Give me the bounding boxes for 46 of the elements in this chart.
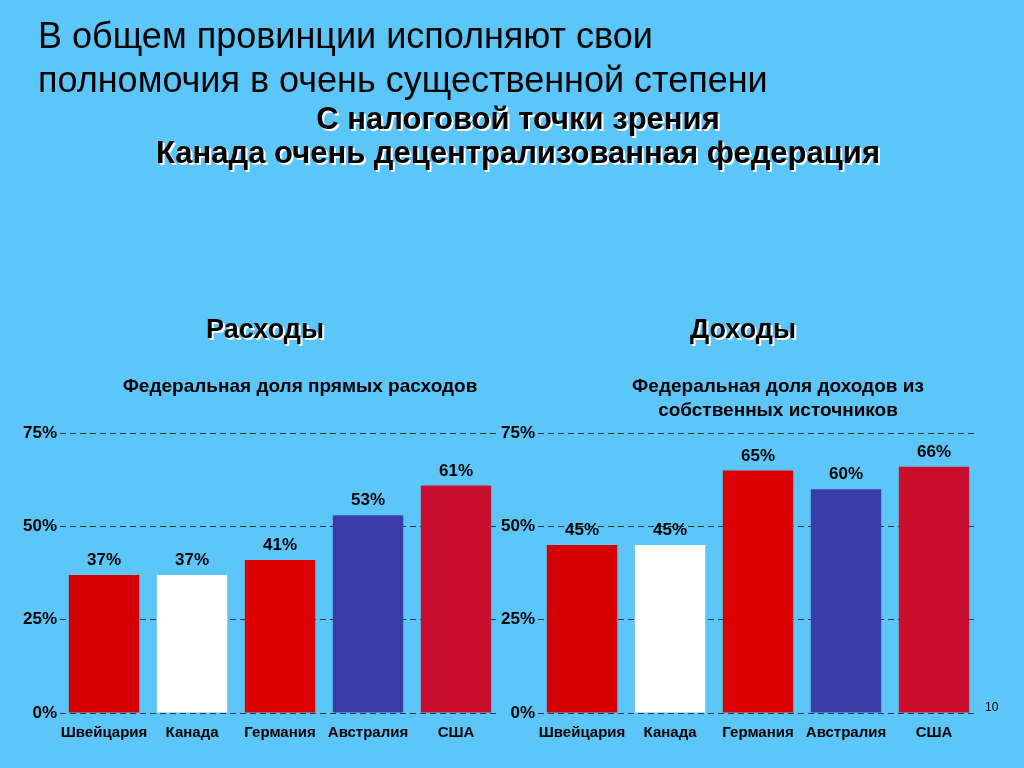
data-label: 65%: [741, 445, 776, 465]
data-label: 37%: [175, 550, 210, 570]
y-tick-label: 50%: [500, 516, 536, 536]
y-tick-label: 25%: [500, 609, 536, 629]
chart-subtitle: Федеральная доля прямых расходов: [121, 374, 479, 398]
bar: [722, 470, 794, 713]
data-label: 53%: [350, 490, 386, 510]
bar: [332, 515, 404, 713]
x-tick-label: Швейцария: [60, 723, 148, 741]
data-label: 45%: [565, 520, 600, 540]
text: В общем провинции исполняют свои полномочия в очень существенной степени: [38, 14, 769, 102]
chart-subtitle: Федеральная доля доходов из собственных источников: [631, 374, 925, 422]
text: С налоговой точки зрения: [315, 101, 721, 136]
data-label: 66%: [916, 441, 952, 461]
x-tick-label: Канада: [643, 723, 698, 741]
data-label: 60%: [828, 464, 864, 484]
bar: [244, 560, 316, 713]
y-tick-label: 75%: [22, 422, 58, 442]
y-tick-label: 25%: [22, 609, 58, 629]
data-label: 37%: [87, 550, 122, 570]
x-tick-label: Швейцария: [538, 723, 626, 741]
chart-title: Доходы: [688, 314, 798, 345]
data-label: 45%: [653, 520, 688, 540]
bar: [68, 574, 140, 713]
data-label: 61%: [438, 460, 474, 480]
y-tick-label: 75%: [500, 422, 536, 442]
y-tick-label: 50%: [22, 516, 58, 536]
x-tick-label: Канада: [165, 723, 220, 741]
data-label: 41%: [263, 535, 298, 555]
x-tick-label: США: [915, 723, 953, 741]
bar: [898, 466, 970, 713]
x-tick-label: Германия: [722, 723, 794, 741]
x-tick-label: Германия: [244, 723, 316, 741]
bar: [634, 545, 706, 713]
bar: [810, 489, 882, 713]
y-tick-label: 0%: [32, 702, 58, 722]
text: Канада очень децентрализованная федерация: [155, 135, 881, 170]
x-tick-label: Австралия: [327, 723, 409, 741]
y-tick-label: 0%: [510, 702, 536, 722]
x-tick-label: США: [437, 723, 475, 741]
chart-title: Расходы: [205, 314, 325, 345]
x-tick-label: Австралия: [805, 723, 887, 741]
text: 10: [985, 700, 999, 714]
bar: [156, 574, 228, 713]
bar: [420, 485, 492, 713]
bar: [546, 545, 618, 713]
